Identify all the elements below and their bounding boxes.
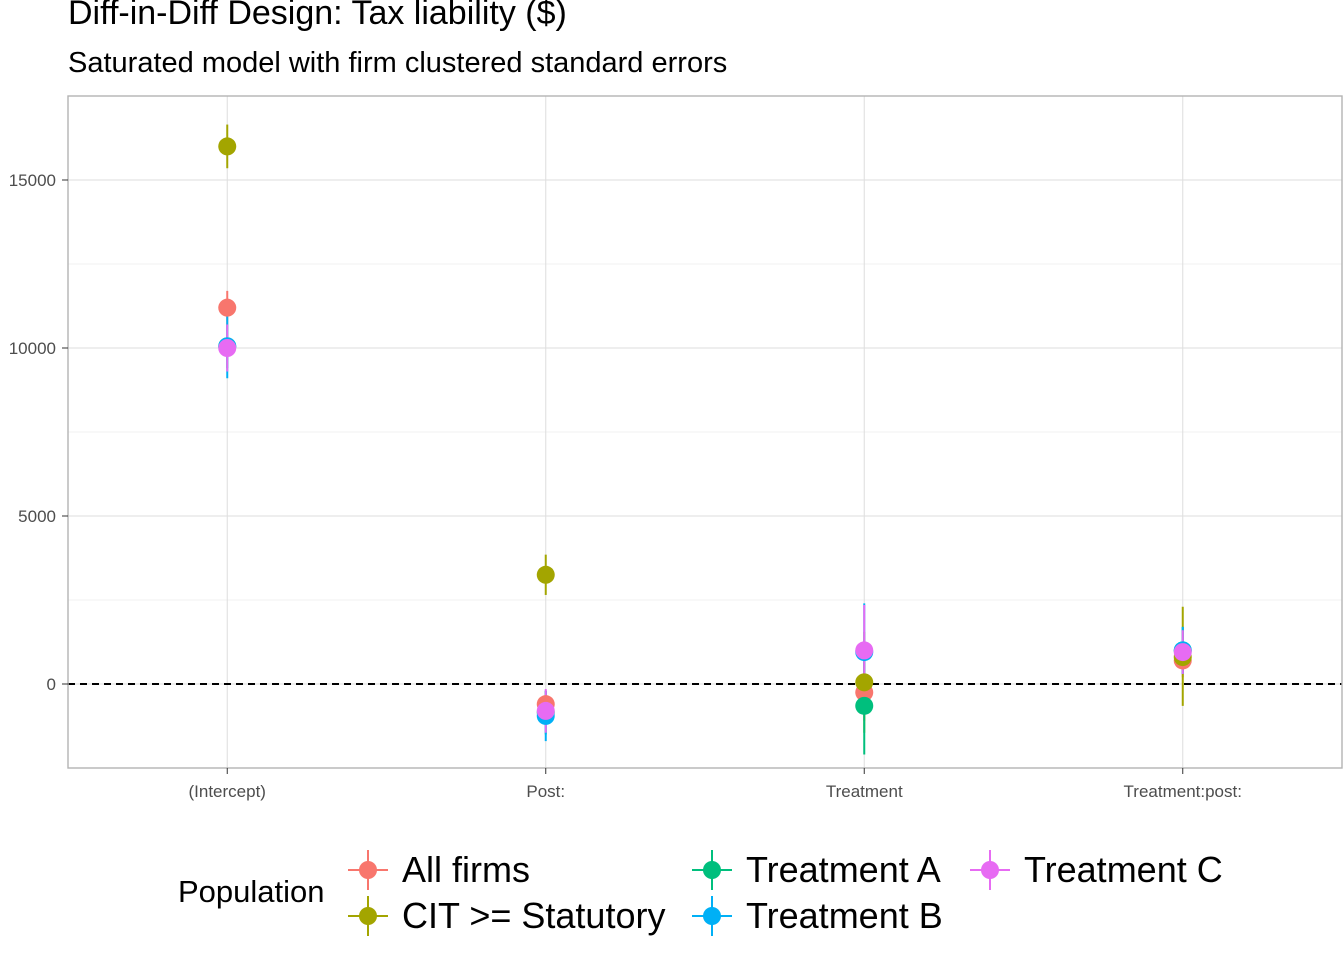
y-tick-label: 5000 — [18, 507, 56, 526]
x-tick-label: Treatment — [826, 782, 903, 801]
legend-title: Population — [178, 874, 325, 909]
y-tick-label: 10000 — [9, 339, 56, 358]
legend-item: Treatment C — [968, 848, 1223, 892]
legend-item: Treatment A — [690, 848, 941, 892]
legend-key-point — [359, 907, 377, 925]
legend-key-point — [981, 861, 999, 879]
data-point — [855, 641, 874, 660]
legend-label: Treatment A — [746, 849, 941, 890]
legend-item: All firms — [346, 848, 530, 892]
y-axis-ticks: 0 5000 10000 15000 — [9, 171, 68, 694]
legend-key-icon — [692, 896, 732, 936]
y-tick-label: 0 — [47, 675, 56, 694]
data-point — [1173, 643, 1192, 662]
legend-item: Treatment B — [690, 894, 943, 938]
legend-key-point — [703, 861, 721, 879]
legend-key-point — [703, 907, 721, 925]
legend-item: CIT >= Statutory — [346, 894, 665, 938]
legend-key-icon — [348, 896, 388, 936]
data-points — [218, 137, 1192, 725]
data-point — [218, 298, 237, 317]
legend-label: Treatment B — [746, 895, 943, 936]
x-tick-label: (Intercept) — [189, 782, 266, 801]
x-tick-label: Treatment:post: — [1124, 782, 1242, 801]
data-point — [536, 565, 555, 584]
legend-label: CIT >= Statutory — [402, 895, 666, 936]
chart-subtitle: Saturated model with firm clustered stan… — [68, 47, 728, 79]
plot-border — [67, 95, 1343, 769]
legend-label: All firms — [402, 849, 530, 890]
data-point — [855, 696, 874, 715]
data-point — [218, 137, 237, 156]
data-point — [218, 339, 237, 357]
legend-key-icon — [970, 850, 1010, 890]
legend-key-icon — [348, 850, 388, 890]
data-point — [855, 673, 874, 692]
chart-title: Diff-in-Diff Design: Tax liability ($) — [68, 0, 567, 32]
data-point — [536, 701, 555, 720]
x-tick-label: Post: — [526, 782, 565, 801]
legend-key-point — [359, 861, 377, 879]
x-axis-ticks: (Intercept) Post: Treatment Treatment:post: — [189, 768, 1242, 801]
legend-key-icon — [692, 850, 732, 890]
legend-label: Treatment C — [1024, 849, 1223, 890]
y-tick-label: 15000 — [9, 171, 56, 190]
